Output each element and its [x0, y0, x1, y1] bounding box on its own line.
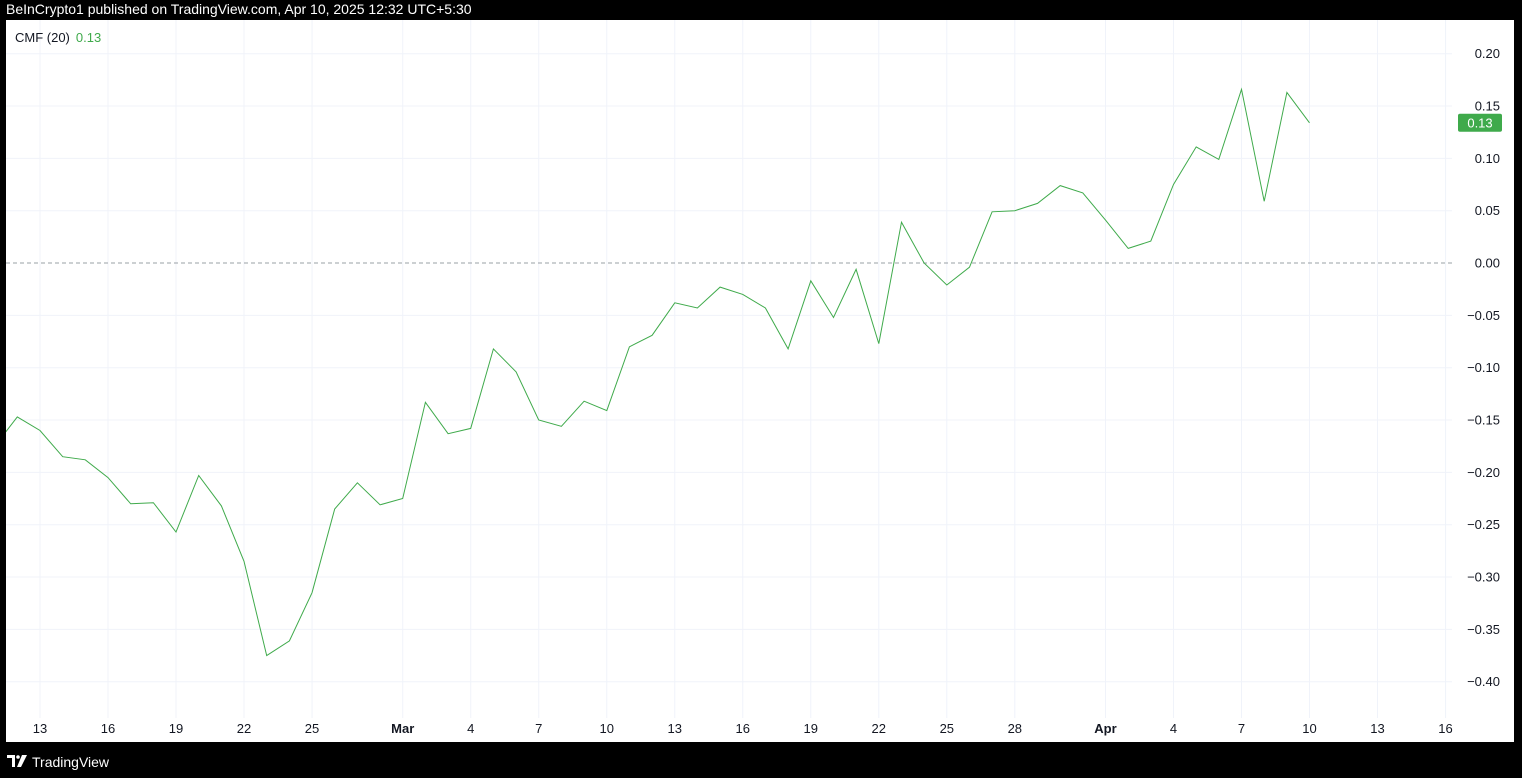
indicator-legend[interactable]: CMF (20) 0.13: [15, 30, 101, 45]
x-tick-label: 16: [736, 721, 750, 736]
x-tick-label: 4: [1170, 721, 1177, 736]
y-tick-label: −0.20: [1467, 465, 1500, 480]
x-tick-label: 13: [1370, 721, 1384, 736]
y-tick-label: −0.15: [1467, 413, 1500, 428]
x-tick-label: 22: [237, 721, 251, 736]
y-tick-label: 0.10: [1475, 151, 1500, 166]
y-tick-label: −0.10: [1467, 360, 1500, 375]
y-tick-label: −0.30: [1467, 570, 1500, 585]
y-tick-label: −0.40: [1467, 674, 1500, 689]
x-tick-label: 4: [467, 721, 474, 736]
x-tick-label: 28: [1008, 721, 1022, 736]
y-tick-label: 0.00: [1475, 256, 1500, 271]
last-value-badge-bg: [1458, 113, 1502, 132]
y-tick-label: 0.20: [1475, 46, 1500, 61]
y-tick-label: −0.05: [1467, 308, 1500, 323]
x-tick-label: 19: [804, 721, 818, 736]
x-tick-label: 10: [600, 721, 614, 736]
y-axis-ticks: 0.20 0.15 0.10 0.05 0.00 −0.05 −0.10 −0.15 −0.20…: [1467, 46, 1500, 689]
last-value-badge: 0.13: [1458, 113, 1502, 132]
x-tick-label: 19: [169, 721, 183, 736]
x-tick-label: 13: [668, 721, 682, 736]
indicator-value: 0.13: [75, 30, 102, 45]
y-tick-label: −0.25: [1467, 517, 1500, 532]
x-tick-label: 22: [872, 721, 886, 736]
x-tick-label: 16: [101, 721, 115, 736]
indicator-name: CMF (20): [15, 30, 70, 45]
chart-panel[interactable]: 0.20 0.15 0.10 0.05 0.00 −0.05 −0.10 −0.15 −0.20…: [6, 20, 1514, 742]
cmf-series-line: [6, 87, 1310, 657]
tradingview-logo-icon[interactable]: [7, 755, 27, 767]
footer-bar: TradingView: [0, 742, 1522, 778]
x-tick-label: 16: [1438, 721, 1452, 736]
x-tick-label: Mar: [391, 721, 414, 736]
x-tick-label: 10: [1302, 721, 1316, 736]
cmf-chart[interactable]: 0.20 0.15 0.10 0.05 0.00 −0.05 −0.10 −0.15 −0.20…: [6, 20, 1514, 742]
grid: [6, 20, 1452, 718]
x-tick-label: 13: [33, 721, 47, 736]
x-axis-ticks: 13 16 19 22 25 Mar 4 7 10 13 16 19 22 25 28 Apr 4 7 10 13 16: [33, 721, 1453, 736]
x-tick-label: 25: [305, 721, 319, 736]
y-tick-label: 0.15: [1475, 99, 1500, 114]
x-tick-label: Apr: [1094, 721, 1116, 736]
x-tick-label: 7: [1238, 721, 1245, 736]
publisher-header: BeInCrypto1 published on TradingView.com…: [0, 0, 1522, 20]
x-tick-label: 7: [535, 721, 542, 736]
tradingview-brand[interactable]: TradingView: [32, 754, 110, 770]
last-value-badge-text: 0.13: [1467, 115, 1492, 130]
x-tick-label: 25: [940, 721, 954, 736]
y-tick-label: −0.35: [1467, 622, 1500, 637]
y-tick-label: 0.05: [1475, 203, 1500, 218]
